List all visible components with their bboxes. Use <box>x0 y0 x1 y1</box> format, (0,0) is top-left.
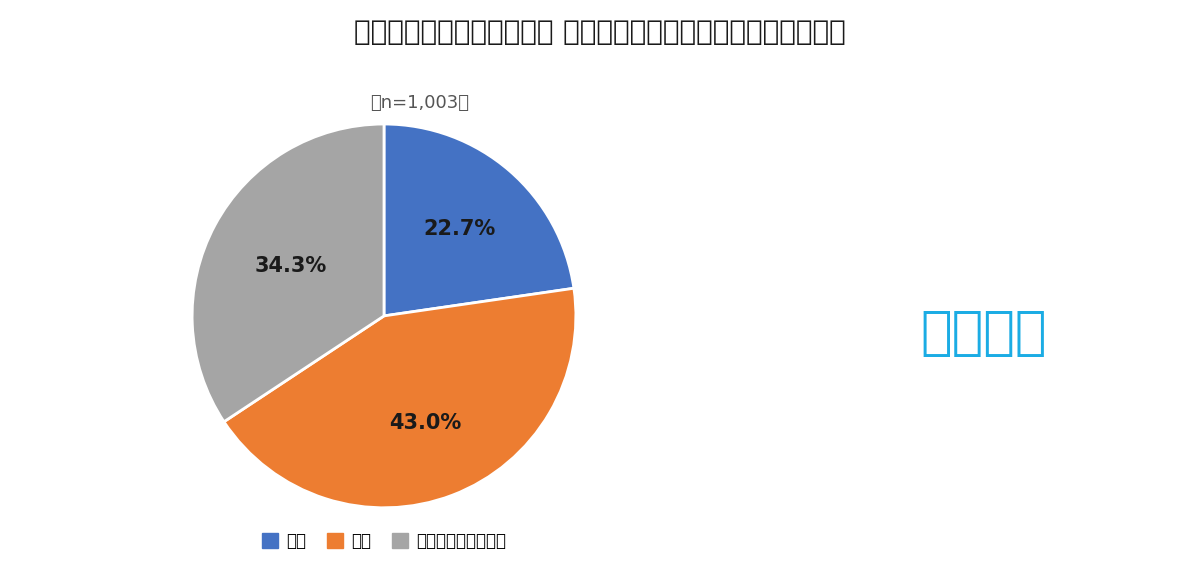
Text: エアトリ: エアトリ <box>920 308 1048 359</box>
Legend: 賛成, 反対, どちらとも言えない: 賛成, 反対, どちらとも言えない <box>254 526 514 557</box>
Text: 34.3%: 34.3% <box>254 256 328 276</box>
Text: 22.7%: 22.7% <box>424 219 496 239</box>
Wedge shape <box>224 288 576 508</box>
Text: 43.0%: 43.0% <box>389 414 461 433</box>
Text: （n=1,003）: （n=1,003） <box>371 94 469 112</box>
Wedge shape <box>384 124 574 316</box>
Text: 「ギャンブル依存症治療」 の保険適用に対してどう思いますか？: 「ギャンブル依存症治療」 の保険適用に対してどう思いますか？ <box>354 18 846 46</box>
Wedge shape <box>192 124 384 422</box>
